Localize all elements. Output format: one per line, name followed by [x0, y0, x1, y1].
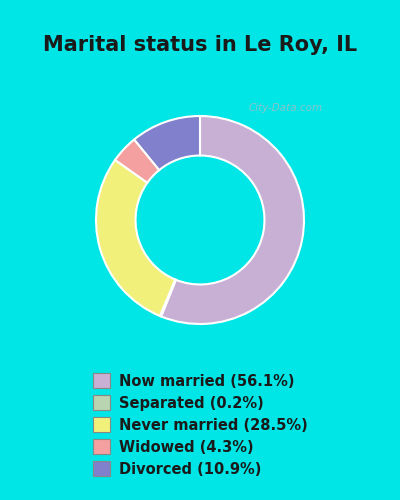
Wedge shape: [134, 116, 200, 170]
Wedge shape: [96, 160, 175, 316]
Text: Marital status in Le Roy, IL: Marital status in Le Roy, IL: [43, 35, 357, 55]
Text: City-Data.com: City-Data.com: [248, 103, 322, 113]
Legend: Now married (56.1%), Separated (0.2%), Never married (28.5%), Widowed (4.3%), Di: Now married (56.1%), Separated (0.2%), N…: [92, 374, 308, 476]
Wedge shape: [160, 280, 176, 316]
Wedge shape: [115, 140, 159, 183]
Wedge shape: [161, 116, 304, 324]
